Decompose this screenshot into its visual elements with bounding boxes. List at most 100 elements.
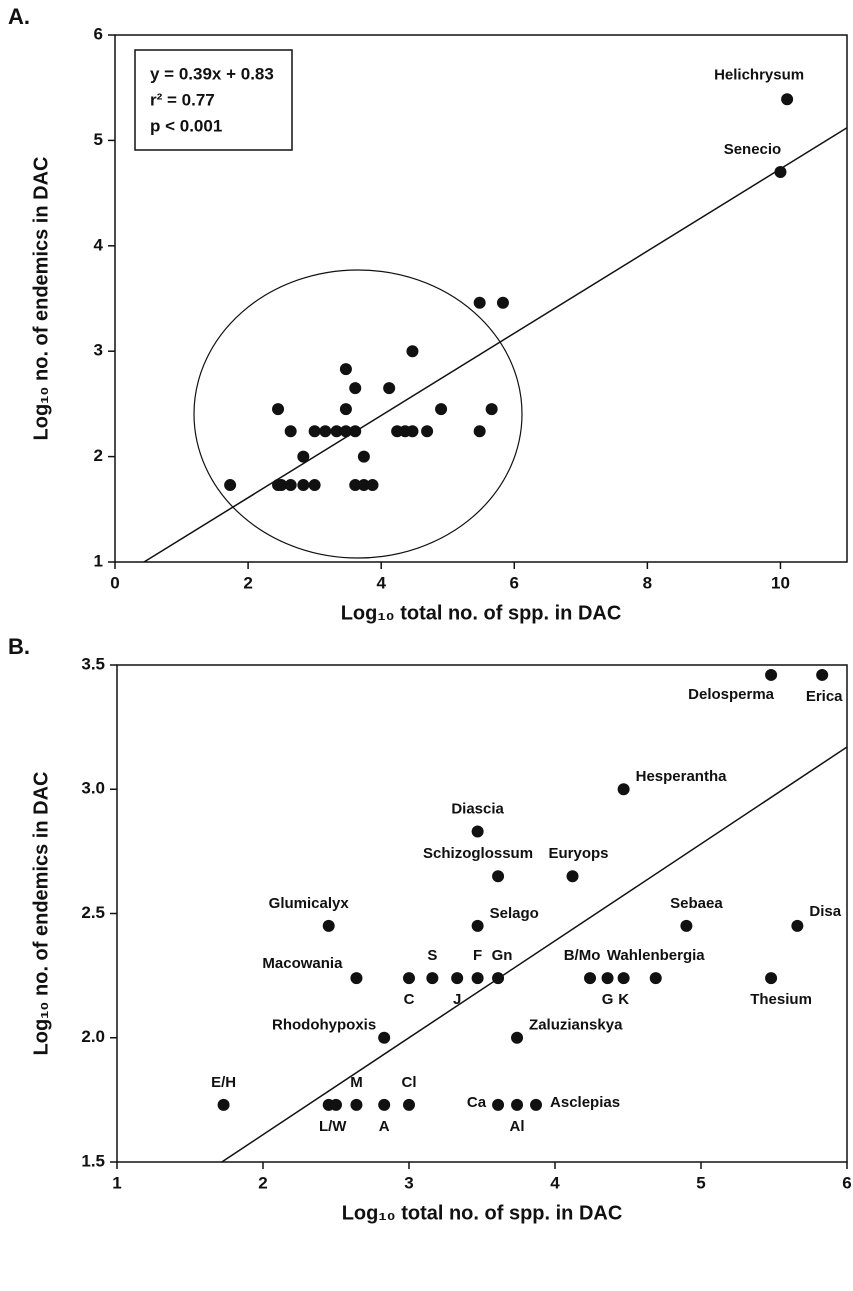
data-point bbox=[471, 919, 484, 932]
y-tick-label: 1.5 bbox=[81, 1151, 105, 1170]
point-label: Rhodohypoxis bbox=[272, 1017, 376, 1034]
data-point bbox=[816, 668, 829, 681]
point-label: Thesium bbox=[750, 991, 812, 1008]
data-point bbox=[297, 479, 310, 492]
data-point bbox=[322, 919, 335, 932]
annotation-text: p < 0.001 bbox=[150, 116, 222, 135]
annotation-box bbox=[134, 49, 293, 151]
panel-label: A. bbox=[8, 4, 30, 29]
data-point bbox=[406, 425, 419, 438]
data-point bbox=[765, 668, 778, 681]
y-tick-label: 3 bbox=[94, 341, 103, 360]
point-label: S bbox=[427, 947, 437, 964]
data-point bbox=[485, 403, 498, 416]
x-tick-label: 4 bbox=[376, 573, 386, 592]
point-label: A bbox=[379, 1118, 390, 1135]
data-point bbox=[339, 425, 352, 438]
point-label: C bbox=[404, 991, 415, 1008]
point-label: Helichrysum bbox=[714, 66, 804, 83]
data-point bbox=[492, 972, 505, 985]
data-point bbox=[781, 93, 794, 106]
x-tick-label: 2 bbox=[243, 573, 252, 592]
point-label: Hesperantha bbox=[636, 768, 728, 785]
data-point bbox=[330, 425, 343, 438]
x-tick-label: 3 bbox=[404, 1173, 413, 1192]
data-point bbox=[471, 972, 484, 985]
point-label: Wahlenbergia bbox=[607, 947, 705, 964]
y-tick-label: 2.5 bbox=[81, 903, 105, 922]
y-tick-label: 2.0 bbox=[81, 1027, 105, 1046]
data-point bbox=[357, 479, 370, 492]
data-point bbox=[403, 1098, 415, 1111]
data-point bbox=[496, 296, 509, 309]
regression-line bbox=[221, 746, 848, 1163]
data-point bbox=[601, 972, 614, 985]
point-label: Disa bbox=[809, 903, 841, 920]
data-point bbox=[308, 479, 321, 492]
y-tick-label: 3.0 bbox=[81, 779, 105, 798]
y-axis-title: Log₁₀ no. of endemics in DAC bbox=[30, 157, 52, 441]
point-label: F bbox=[473, 947, 482, 964]
x-axis-title: Log₁₀ total no. of spp. in DAC bbox=[341, 602, 622, 624]
data-point bbox=[272, 403, 285, 416]
data-point bbox=[584, 972, 597, 985]
data-point bbox=[774, 166, 787, 179]
data-point bbox=[473, 296, 486, 309]
y-axis-title: Log₁₀ no. of endemics in DAC bbox=[30, 772, 52, 1056]
data-point bbox=[511, 1031, 524, 1044]
point-label: Ca bbox=[467, 1094, 487, 1111]
data-point bbox=[284, 425, 297, 438]
x-tick-label: 6 bbox=[510, 573, 519, 592]
cluster-ellipse bbox=[193, 269, 523, 559]
data-point bbox=[308, 425, 321, 438]
data-point bbox=[473, 425, 486, 438]
point-label: Erica bbox=[806, 688, 843, 705]
data-point bbox=[403, 972, 415, 985]
data-point bbox=[275, 479, 288, 492]
point-label: Macowania bbox=[262, 955, 343, 972]
data-point bbox=[492, 870, 505, 883]
data-point bbox=[284, 479, 297, 492]
regression-line bbox=[143, 127, 848, 563]
data-point bbox=[680, 919, 693, 932]
data-point bbox=[765, 972, 778, 985]
point-label: J bbox=[453, 991, 461, 1008]
point-label: Schizoglossum bbox=[423, 845, 533, 862]
plot-frame bbox=[114, 34, 848, 563]
data-point bbox=[330, 1098, 342, 1111]
data-point bbox=[224, 479, 237, 492]
data-point bbox=[383, 382, 396, 395]
data-point bbox=[617, 783, 630, 796]
point-label: M bbox=[350, 1074, 363, 1091]
point-label: Asclepias bbox=[550, 1094, 620, 1111]
y-tick-label: 4 bbox=[94, 235, 104, 254]
data-point bbox=[349, 425, 362, 438]
y-tick-label: 6 bbox=[94, 24, 103, 43]
point-label: Cl bbox=[402, 1074, 417, 1091]
y-tick-label: 3.5 bbox=[81, 654, 105, 673]
data-point bbox=[617, 972, 630, 985]
point-label: L/W bbox=[319, 1118, 347, 1135]
point-label: E/H bbox=[211, 1074, 236, 1091]
point-label: G bbox=[602, 991, 614, 1008]
data-point bbox=[511, 1098, 524, 1111]
data-point bbox=[297, 450, 310, 463]
data-point bbox=[378, 1098, 391, 1111]
data-point bbox=[530, 1098, 543, 1111]
x-tick-label: 5 bbox=[696, 1173, 705, 1192]
data-point bbox=[421, 425, 434, 438]
point-label: K bbox=[618, 991, 629, 1008]
point-label: Glumicalyx bbox=[269, 895, 350, 912]
point-label: Delosperma bbox=[688, 686, 775, 703]
data-point bbox=[357, 450, 370, 463]
x-tick-label: 8 bbox=[643, 573, 652, 592]
x-tick-label: 0 bbox=[110, 573, 119, 592]
data-point bbox=[349, 382, 362, 395]
y-tick-label: 2 bbox=[94, 446, 103, 465]
data-point bbox=[649, 972, 662, 985]
data-point bbox=[339, 403, 352, 416]
annotation-text: y = 0.39x + 0.83 bbox=[150, 64, 274, 83]
data-point bbox=[366, 479, 379, 492]
data-point bbox=[350, 972, 363, 985]
